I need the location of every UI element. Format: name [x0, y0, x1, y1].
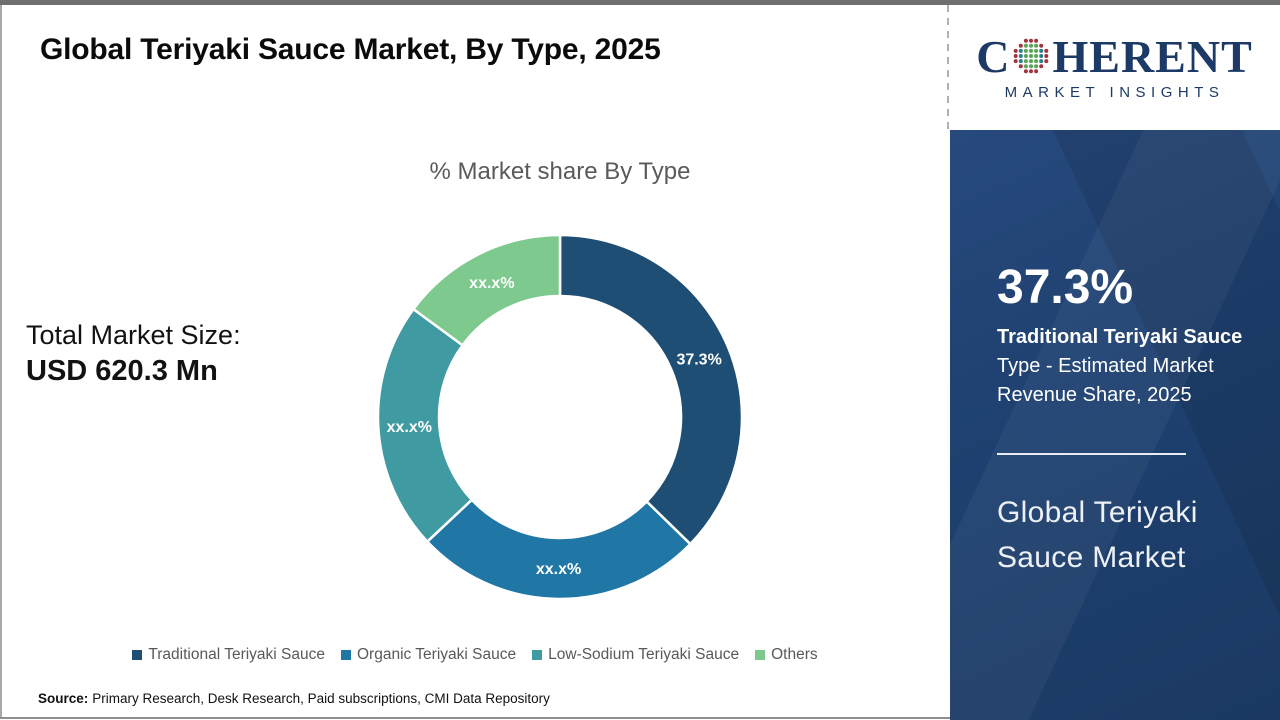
panel-stat-value: 37.3%: [997, 261, 1134, 314]
slice-label-3: xx.x%: [387, 419, 432, 436]
market-name-line-1: Global Teriyaki: [997, 496, 1198, 529]
bottom-border: [0, 717, 950, 719]
logo-wordmark: C HERENT: [976, 34, 1253, 80]
panel-divider: [997, 453, 1186, 455]
total-market-size-value: USD 620.3 Mn: [26, 355, 218, 387]
legend-label: Traditional Teriyaki Sauce: [148, 646, 325, 663]
donut-slice-2: [425, 498, 693, 601]
slice-label-2: xx.x%: [536, 561, 581, 578]
panel-stat-description: Traditional Teriyaki Sauce Type - Estima…: [997, 323, 1242, 410]
page-title: Global Teriyaki Sauce Market, By Type, 2…: [40, 33, 661, 66]
legend-item: Organic Teriyaki Sauce: [341, 646, 516, 664]
legend-item: Traditional Teriyaki Sauce: [132, 646, 325, 664]
highlight-panel: 37.3% Traditional Teriyaki Sauce Type - …: [950, 130, 1280, 720]
legend-item: Others: [755, 646, 818, 664]
top-bar: [0, 0, 1280, 5]
dashed-separator: [947, 5, 949, 130]
logo-word-end: HERENT: [1052, 31, 1253, 82]
left-border: [0, 5, 2, 718]
legend-swatch-icon: [532, 650, 543, 660]
source-text: Primary Research, Desk Research, Paid su…: [92, 691, 550, 706]
source-line: Source: Primary Research, Desk Research, …: [38, 691, 550, 706]
legend-swatch-icon: [132, 650, 143, 660]
market-name-line-2: Sauce Market: [997, 541, 1186, 574]
brand-logo: C HERENT MARKET INSIGHTS: [949, 5, 1280, 130]
source-label: Source:: [38, 691, 89, 706]
legend-label: Organic Teriyaki Sauce: [357, 646, 517, 663]
panel-desc-line-1: Traditional Teriyaki Sauce: [997, 326, 1243, 348]
legend-label: Others: [771, 646, 818, 663]
chart-legend: Traditional Teriyaki Sauce Organic Teriya…: [0, 646, 950, 664]
globe-icon: [1014, 38, 1049, 74]
donut-slice-1: [558, 233, 744, 546]
total-market-size: Total Market Size: USD 620.3 Mn: [26, 320, 241, 388]
panel-desc-line-3: Revenue Share, 2025: [997, 384, 1192, 406]
donut-chart: 37.3% xx.x% xx.x% xx.x%: [376, 233, 744, 601]
chart-title: % Market share By Type: [429, 158, 691, 185]
legend-item: Low-Sodium Teriyaki Sauce: [532, 646, 739, 664]
market-name: Global Teriyaki Sauce Market: [997, 490, 1198, 580]
legend-swatch-icon: [755, 650, 766, 660]
slice-label-1: 37.3%: [676, 351, 721, 368]
donut-slice-4: [411, 233, 562, 348]
logo-subtitle: MARKET INSIGHTS: [1004, 84, 1225, 101]
legend-label: Low-Sodium Teriyaki Sauce: [548, 646, 740, 663]
total-market-size-label: Total Market Size:: [26, 320, 241, 350]
logo-word-start: C: [976, 31, 1011, 82]
slice-label-4: xx.x%: [469, 275, 514, 292]
panel-desc-line-2: Type - Estimated Market: [997, 355, 1214, 377]
legend-swatch-icon: [341, 650, 351, 660]
